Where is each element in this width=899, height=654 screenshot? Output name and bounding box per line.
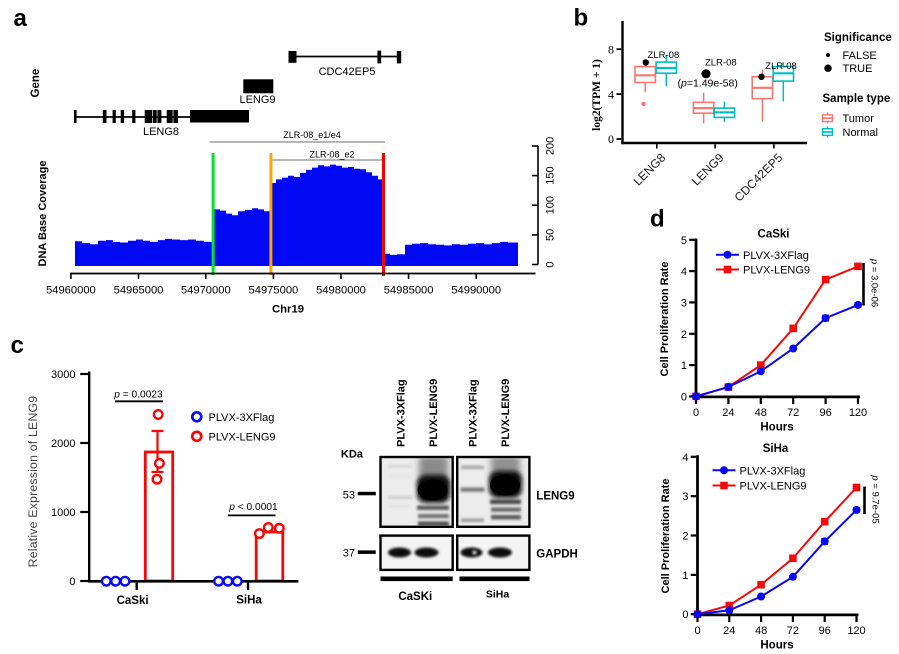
svg-text:0: 0 <box>545 261 557 267</box>
svg-text:CaSki: CaSki <box>117 595 149 607</box>
svg-text:PLVX-LENG9: PLVX-LENG9 <box>740 481 807 493</box>
svg-text:CaSki: CaSki <box>758 228 790 240</box>
svg-text:200: 200 <box>545 137 557 155</box>
svg-text:PLVX-LENG9: PLVX-LENG9 <box>500 379 512 447</box>
svg-text:0: 0 <box>693 407 699 419</box>
svg-text:PLVX-3XFlag: PLVX-3XFlag <box>740 465 806 477</box>
svg-text:48: 48 <box>755 625 767 637</box>
svg-text:54960000: 54960000 <box>46 285 96 297</box>
svg-text:LENG9: LENG9 <box>536 491 574 503</box>
svg-text:54990000: 54990000 <box>451 285 501 297</box>
svg-text:DNA Base Coverage: DNA Base Coverage <box>37 161 49 267</box>
svg-text:Chr19: Chr19 <box>272 304 304 316</box>
svg-text:72: 72 <box>787 625 799 637</box>
svg-text:Significance: Significance <box>824 32 892 44</box>
svg-text:Relative Expression of LENG9: Relative Expression of LENG9 <box>26 396 40 568</box>
svg-text:log2(TPM + 1): log2(TPM + 1) <box>591 59 603 131</box>
svg-text:96: 96 <box>819 407 831 419</box>
svg-text:150: 150 <box>545 166 557 184</box>
svg-text:0: 0 <box>608 132 614 146</box>
svg-text:LENG9: LENG9 <box>239 94 275 106</box>
svg-text:2: 2 <box>681 329 687 341</box>
svg-text:100: 100 <box>545 196 557 214</box>
svg-text:p = 0.0023: p = 0.0023 <box>113 389 163 400</box>
svg-text:53: 53 <box>343 490 355 502</box>
svg-text:PLVX-LENG9: PLVX-LENG9 <box>743 265 810 277</box>
svg-text:54980000: 54980000 <box>316 285 366 297</box>
svg-text:1000: 1000 <box>51 507 75 519</box>
svg-text:SiHa: SiHa <box>763 443 789 455</box>
svg-text:54985000: 54985000 <box>384 285 434 297</box>
svg-text:d: d <box>650 205 665 232</box>
svg-text:ZLR-08: ZLR-08 <box>765 61 797 72</box>
svg-text:3: 3 <box>682 491 688 503</box>
svg-text:ZLR-08_e1/e4: ZLR-08_e1/e4 <box>283 130 341 140</box>
svg-text:Cell Proliferation Rate: Cell Proliferation Rate <box>659 262 671 377</box>
svg-text:4: 4 <box>682 452 688 464</box>
svg-text:Sample type: Sample type <box>823 93 891 105</box>
svg-text:24: 24 <box>722 407 734 419</box>
svg-text:PLVX-3XFlag: PLVX-3XFlag <box>396 379 408 447</box>
svg-text:c: c <box>11 332 24 359</box>
svg-text:PLVX-LENG9: PLVX-LENG9 <box>428 379 440 447</box>
svg-text:1: 1 <box>682 570 688 582</box>
svg-text:p < 0.0001: p < 0.0001 <box>228 502 278 513</box>
svg-text:120: 120 <box>847 625 865 637</box>
svg-text:SiHa: SiHa <box>236 595 262 607</box>
svg-text:37: 37 <box>343 548 355 560</box>
svg-text:FALSE: FALSE <box>843 50 877 62</box>
svg-text:0: 0 <box>69 576 75 588</box>
svg-text:4: 4 <box>608 87 614 101</box>
svg-text:CDC42EP5: CDC42EP5 <box>319 66 376 78</box>
svg-text:2000: 2000 <box>51 438 75 450</box>
svg-text:LENG8: LENG8 <box>631 150 669 188</box>
svg-text:0: 0 <box>694 625 700 637</box>
svg-text:48: 48 <box>755 407 767 419</box>
svg-text:PLVX-3XFlag: PLVX-3XFlag <box>209 412 275 424</box>
svg-text:(p=1.49e-58): (p=1.49e-58) <box>677 78 737 90</box>
svg-text:54975000: 54975000 <box>249 285 299 297</box>
svg-text:ZLR-08: ZLR-08 <box>648 50 680 61</box>
svg-text:LENG8: LENG8 <box>143 126 179 138</box>
svg-text:p = 9.7e-05: p = 9.7e-05 <box>870 474 881 523</box>
svg-text:LENG9: LENG9 <box>689 150 727 188</box>
svg-text:54965000: 54965000 <box>114 285 164 297</box>
svg-text:0: 0 <box>682 609 688 621</box>
svg-text:Gene: Gene <box>30 69 42 98</box>
svg-text:54970000: 54970000 <box>181 285 231 297</box>
svg-text:a: a <box>14 5 28 32</box>
svg-text:Normal: Normal <box>843 127 878 139</box>
svg-text:SiHa: SiHa <box>486 589 510 601</box>
svg-text:p = 3.0e-06: p = 3.0e-06 <box>869 258 880 307</box>
svg-text:120: 120 <box>849 407 867 419</box>
svg-text:Hours: Hours <box>760 422 793 434</box>
svg-text:72: 72 <box>787 407 799 419</box>
svg-text:4: 4 <box>681 266 687 278</box>
svg-text:CDC42EP5: CDC42EP5 <box>732 150 786 204</box>
svg-text:b: b <box>574 5 589 32</box>
svg-text:5: 5 <box>681 235 687 247</box>
svg-text:GAPDH: GAPDH <box>536 549 578 561</box>
svg-text:CaSKi: CaSKi <box>398 591 432 603</box>
svg-text:8: 8 <box>608 42 614 56</box>
svg-text:3000: 3000 <box>51 369 75 381</box>
svg-text:ZLR-08: ZLR-08 <box>705 58 737 69</box>
svg-text:Hours: Hours <box>760 640 793 652</box>
svg-text:Tumor: Tumor <box>843 113 875 125</box>
svg-text:24: 24 <box>723 625 735 637</box>
svg-text:3: 3 <box>681 297 687 309</box>
svg-text:1: 1 <box>681 360 687 372</box>
svg-text:96: 96 <box>819 625 831 637</box>
svg-text:KDa: KDa <box>341 449 364 461</box>
svg-text:50: 50 <box>545 229 557 241</box>
svg-text:TRUE: TRUE <box>843 63 873 75</box>
svg-text:PLVX-3XFlag: PLVX-3XFlag <box>743 250 809 262</box>
svg-text:ZLR-08_e2: ZLR-08_e2 <box>309 150 354 160</box>
svg-text:2: 2 <box>682 531 688 543</box>
svg-text:0: 0 <box>681 391 687 403</box>
svg-text:Cell Proliferation Rate: Cell Proliferation Rate <box>660 479 672 594</box>
svg-text:PLVX-3XFlag: PLVX-3XFlag <box>467 379 479 447</box>
svg-text:PLVX-LENG9: PLVX-LENG9 <box>209 431 276 443</box>
